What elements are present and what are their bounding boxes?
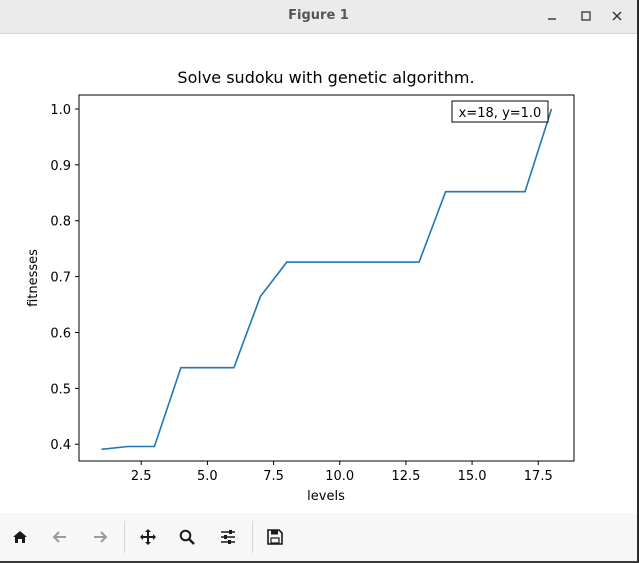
- cursor-annotation: x=18, y=1.0: [451, 100, 549, 123]
- y-tick-label: 0.5: [50, 382, 71, 397]
- sliders-icon: [221, 530, 235, 544]
- x-axis-label: levels: [307, 489, 345, 504]
- x-tick-label: 10.0: [325, 469, 354, 484]
- x-tick-label: 17.5: [524, 469, 553, 484]
- y-axis-label: fitnesses: [26, 249, 41, 307]
- x-tick-label: 7.5: [263, 469, 284, 484]
- x-tick-label: 12.5: [391, 469, 420, 484]
- line-chart: Solve sudoku with genetic algorithm. 2.5…: [26, 68, 575, 504]
- toolbar-separator: [124, 521, 125, 553]
- title-bar[interactable]: Figure 1: [0, 0, 637, 34]
- y-tick-label: 0.9: [50, 159, 71, 174]
- chart-title: Solve sudoku with genetic algorithm.: [177, 68, 474, 87]
- minimize-icon: [548, 18, 556, 20]
- plot-frame: [78, 94, 575, 462]
- back-button[interactable]: [46, 523, 74, 551]
- floppy-icon: [267, 529, 283, 545]
- maximize-icon: [581, 11, 591, 21]
- move-icon: [140, 529, 156, 545]
- window-title: Figure 1: [288, 8, 349, 23]
- magnifier-icon: [179, 529, 195, 545]
- desktop-background: [0, 561, 639, 563]
- close-icon: [612, 11, 622, 21]
- pan-button[interactable]: [134, 523, 162, 551]
- configure-subplots-button[interactable]: [214, 523, 242, 551]
- forward-button[interactable]: [86, 523, 114, 551]
- home-button[interactable]: [6, 523, 34, 551]
- arrow-right-icon: [94, 531, 108, 543]
- series-line: [101, 108, 553, 451]
- x-tick-label: 15.0: [458, 469, 487, 484]
- y-tick-label: 0.4: [50, 438, 71, 453]
- y-tick-label: 0.8: [50, 215, 71, 230]
- y-tick-label: 1.0: [50, 103, 71, 118]
- arrow-left-icon: [52, 531, 66, 543]
- x-tick-label: 2.5: [131, 469, 152, 484]
- x-axis-ticks: 2.5 5.0 7.5 10.0 12.5 15.0 17.5: [131, 461, 553, 484]
- minimize-button[interactable]: [541, 5, 563, 27]
- maximize-button[interactable]: [575, 5, 597, 27]
- home-icon: [13, 531, 27, 543]
- y-axis-ticks: 0.4 0.5 0.6 0.7 0.8 0.9 1.0: [50, 103, 79, 453]
- x-tick-label: 5.0: [197, 469, 218, 484]
- annotation-text: x=18, y=1.0: [459, 106, 542, 121]
- y-tick-label: 0.6: [50, 326, 71, 341]
- y-tick-label: 0.7: [50, 271, 71, 286]
- annotation-box: [451, 100, 549, 123]
- navigation-toolbar: [0, 513, 637, 561]
- toolbar-separator: [252, 521, 253, 553]
- close-button[interactable]: [606, 5, 628, 27]
- figure-canvas[interactable]: Solve sudoku with genetic algorithm. 2.5…: [0, 34, 637, 513]
- zoom-button[interactable]: [173, 523, 201, 551]
- save-button[interactable]: [261, 523, 289, 551]
